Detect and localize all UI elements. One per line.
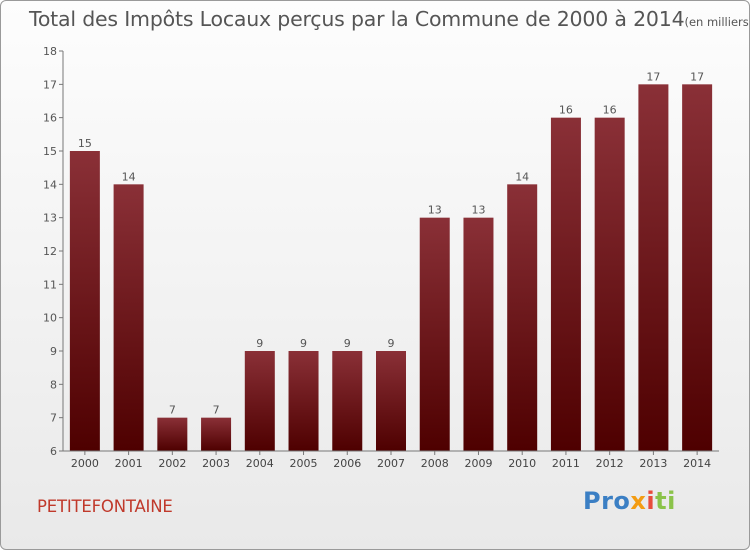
bar-value-label: 9: [344, 337, 351, 350]
y-tick-label: 14: [43, 178, 57, 191]
y-tick-label: 9: [50, 345, 57, 358]
bar-value-label: 9: [300, 337, 307, 350]
bar-value-label: 13: [471, 204, 485, 217]
y-tick-label: 10: [43, 312, 57, 325]
proxiti-logo[interactable]: Proxiti: [583, 487, 676, 515]
x-tick-label: 2014: [683, 457, 711, 470]
bar-value-label: 9: [388, 337, 395, 350]
y-tick-label: 17: [43, 78, 57, 91]
x-tick-label: 2010: [508, 457, 536, 470]
x-tick-label: 2011: [552, 457, 580, 470]
bar-2008[interactable]: [419, 217, 450, 451]
logo-part-1: Pro: [583, 487, 631, 515]
x-tick-label: 2004: [246, 457, 274, 470]
y-axis: 6 7 8 9 10 11 12 13 14 15 16 17 18: [43, 45, 64, 458]
bar-2006[interactable]: [332, 351, 363, 451]
y-tick-label: 8: [50, 378, 57, 391]
bar-value-label: 16: [559, 104, 573, 117]
x-tick-label: 2001: [115, 457, 143, 470]
x-axis: 2000 2001 2002 2003 2004 2005 2006 2007 2008 2009…: [63, 450, 719, 470]
bar-2010[interactable]: [507, 184, 538, 452]
bar-value-label: 14: [515, 170, 529, 183]
y-tick-label: 12: [43, 245, 57, 258]
bar-value-label: 7: [213, 404, 220, 417]
commune-name: PETITEFONTAINE: [37, 497, 173, 516]
y-tick-label: 7: [50, 412, 57, 425]
bar-2009[interactable]: [463, 217, 494, 451]
x-tick-label: 2009: [464, 457, 492, 470]
bar-2007[interactable]: [376, 351, 406, 451]
x-tick-label: 2005: [290, 457, 318, 470]
bar-2005[interactable]: [288, 351, 319, 451]
x-tick-label: 2013: [639, 457, 667, 470]
y-tick-label: 15: [43, 145, 57, 158]
bar-2014[interactable]: [682, 84, 713, 451]
logo-part-2: x: [630, 487, 647, 515]
chart-unit: (en milliers d'€): [684, 15, 749, 29]
bar-2012[interactable]: [594, 117, 625, 452]
bar-2000[interactable]: [69, 151, 100, 451]
bar-2011[interactable]: [550, 117, 581, 452]
y-tick-label: 16: [43, 112, 57, 125]
bar-2013[interactable]: [638, 84, 669, 451]
x-tick-label: 2008: [421, 457, 449, 470]
y-tick-label: 11: [43, 278, 57, 291]
y-tick-label: 18: [43, 45, 57, 58]
chart-title: Total des Impôts Locaux perçus par la Co…: [29, 7, 749, 31]
bar-value-label: 17: [646, 70, 660, 83]
bar-2003[interactable]: [201, 417, 232, 451]
bar-2001[interactable]: [113, 184, 144, 452]
x-tick-label: 2006: [333, 457, 361, 470]
x-tick-label: 2000: [71, 457, 99, 470]
bar-value-label: 7: [169, 404, 176, 417]
bar-value-label: 13: [428, 204, 442, 217]
x-tick-label: 2007: [377, 457, 405, 470]
bar-value-label: 9: [256, 337, 263, 350]
bar-value-label: 16: [603, 104, 617, 117]
bar-2002[interactable]: [157, 417, 188, 451]
bar-value-label: 14: [122, 170, 136, 183]
y-tick-label: 6: [50, 445, 57, 458]
bar-value-label: 15: [78, 137, 92, 150]
logo-part-4: ti: [655, 487, 676, 515]
bar-value-label: 17: [690, 70, 704, 83]
x-tick-label: 2002: [158, 457, 186, 470]
x-tick-label: 2003: [202, 457, 230, 470]
x-tick-label: 2012: [596, 457, 624, 470]
bar-2004[interactable]: [244, 351, 275, 451]
bars: 15 14 7 7 9 9 9 9 13 13 14 16 16 17 17: [69, 70, 713, 452]
logo-part-3: i: [646, 487, 656, 515]
y-tick-label: 13: [43, 212, 57, 225]
chart-title-text: Total des Impôts Locaux perçus par la Co…: [29, 7, 685, 31]
